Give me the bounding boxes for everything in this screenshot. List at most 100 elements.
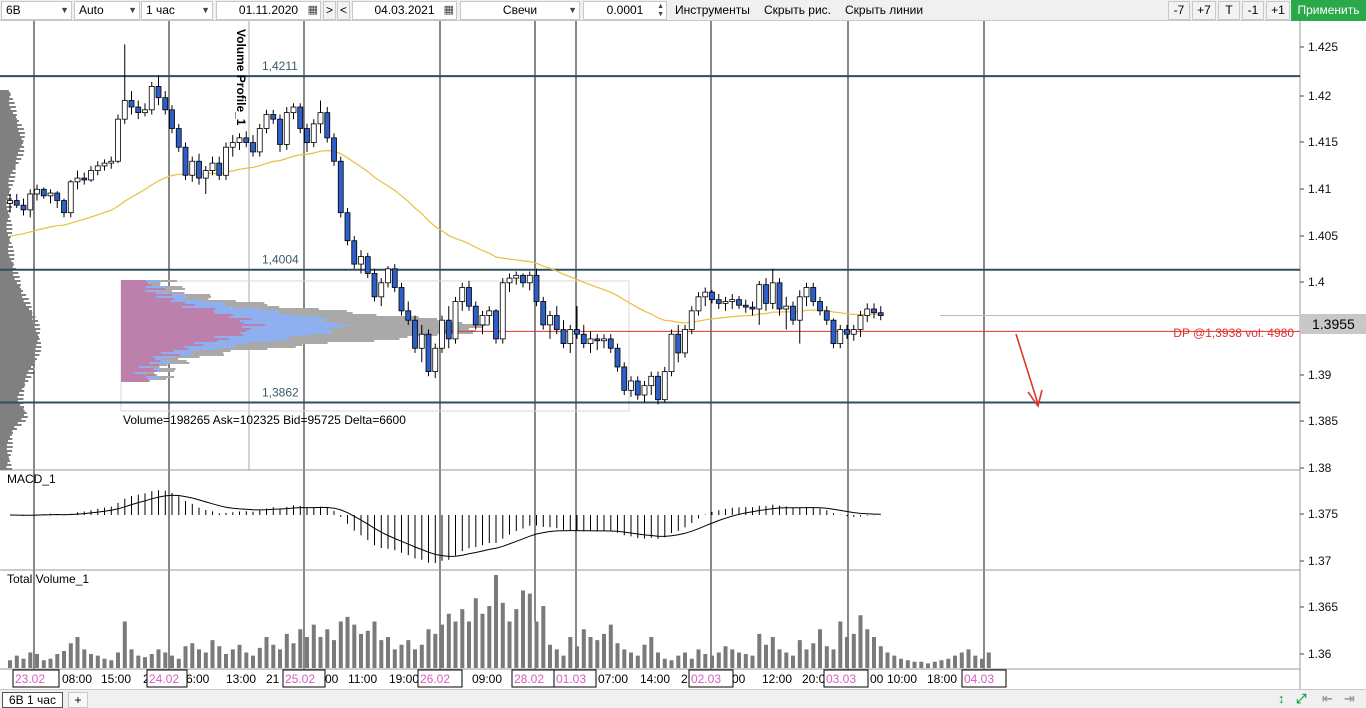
time-axis: 08:00 15:00 2 6:00 13:00 21 00 11:00 19:00 09:00 0…	[12, 669, 1007, 688]
candle-body	[74, 177, 81, 183]
candle-body	[547, 315, 553, 326]
volume-profile-label: Volume Profile_1	[234, 29, 248, 126]
expand-icon[interactable]: ⤢	[1296, 691, 1307, 706]
time-label: 07:00	[598, 672, 628, 686]
apply-button[interactable]: Применить	[1291, 0, 1366, 21]
axis-tick-label: 1.375	[1308, 507, 1338, 521]
date-label: 23.02	[15, 672, 45, 686]
chevron-down-icon: ▼	[128, 5, 137, 15]
candle-body	[40, 188, 47, 197]
candle-body	[830, 319, 837, 344]
candle-body	[567, 329, 574, 344]
hide-drawings-button[interactable]: Скрыть рис.	[764, 3, 832, 17]
candle-body	[175, 128, 182, 148]
candle-body	[749, 306, 756, 310]
profile-summary: Volume=198265 Ask=102325 Bid=95725 Delta…	[123, 413, 406, 427]
last-price-badge	[1300, 314, 1366, 334]
candle-body	[236, 137, 243, 143]
minus7-button[interactable]: -7	[1168, 1, 1190, 20]
candle-body	[405, 310, 412, 321]
candle-body	[364, 256, 371, 274]
plus7-button[interactable]: +7	[1192, 1, 1216, 20]
candle-body	[108, 160, 115, 164]
date-to-field[interactable]: 04.03.2021 ▦	[352, 1, 457, 20]
candle-body	[196, 160, 202, 179]
toolbar: 6B ▼ Auto ▼ 1 час ▼ 01.11.2020 ▦ > < 04.03.2…	[0, 0, 1366, 21]
time-label: 13:00	[226, 672, 256, 686]
time-label: 19:00	[389, 672, 419, 686]
chevron-down-icon: ▼	[60, 5, 69, 15]
date-label-box	[146, 669, 188, 688]
level-label-2: 1,4004	[262, 253, 299, 267]
hide-lines-button[interactable]: Скрыть линии	[845, 3, 924, 17]
candle-body	[54, 192, 61, 201]
add-tab-button[interactable]: +	[68, 692, 88, 708]
scroll-left-icon[interactable]: ⇤	[1322, 691, 1333, 706]
candle-body	[81, 177, 88, 181]
candle-body	[803, 287, 810, 298]
chart-type-select[interactable]: Свечи ▼	[460, 1, 580, 20]
macd-label: MACD_1	[7, 472, 56, 486]
macd-panel	[9, 490, 882, 564]
symbol-value: 6B	[6, 3, 21, 17]
candle-body	[850, 329, 857, 335]
candle-body	[432, 347, 439, 373]
time-label: 10:00	[887, 672, 917, 686]
candle-body	[256, 128, 263, 153]
tick-stepper[interactable]: 0.0001 ▲ ▼	[583, 1, 667, 20]
date-label-box	[417, 669, 463, 688]
time-label: 21	[266, 672, 280, 686]
candle-body	[520, 274, 526, 284]
total-volume-label: Total Volume_1	[7, 572, 89, 586]
date-from-value: 01.11.2020	[238, 3, 299, 17]
price-chart[interactable]: 1.4251.421.4151.411.4051.41.3951.391.385…	[0, 21, 1366, 689]
date-label: 25.02	[285, 672, 315, 686]
candle-body	[148, 86, 155, 111]
candle-body	[337, 160, 344, 214]
candle-body	[709, 291, 715, 301]
minus1-button[interactable]: -1	[1242, 1, 1264, 20]
candle-body	[115, 118, 121, 162]
date-label-box	[961, 669, 1007, 688]
date-label-box	[282, 669, 326, 688]
candle-body	[479, 315, 486, 326]
candle-body	[351, 240, 358, 265]
candle-body	[682, 329, 688, 354]
candle-body	[648, 375, 655, 387]
vertical-resize-icon[interactable]: ↕	[1278, 691, 1285, 706]
candles	[7, 44, 884, 405]
candle-body	[466, 287, 472, 307]
date-from-field[interactable]: 01.11.2020 ▦	[216, 1, 321, 20]
candle-body	[540, 301, 547, 326]
candle-body	[668, 333, 675, 373]
time-label: 11:00	[348, 672, 377, 686]
scale-select[interactable]: Auto ▼	[74, 1, 140, 20]
candle-body	[317, 112, 324, 125]
scroll-right-icon[interactable]: ⇥	[1344, 691, 1355, 706]
timeframe-select[interactable]: 1 час ▼	[141, 1, 213, 20]
plus1-button[interactable]: +1	[1266, 1, 1290, 20]
instruments-button[interactable]: Инструменты	[675, 3, 750, 17]
candle-body	[769, 282, 776, 304]
candle-body	[628, 380, 634, 391]
date-label: 04.03	[964, 672, 994, 686]
ema-line	[9, 149, 881, 324]
moving-average	[9, 149, 881, 324]
candle-body	[675, 333, 682, 354]
nav-forward-button[interactable]: >	[323, 1, 336, 20]
candle-body	[142, 109, 148, 114]
candle-body	[27, 193, 34, 211]
t-button[interactable]: T	[1218, 1, 1240, 20]
candle-body	[250, 142, 256, 153]
date-label-box	[12, 669, 60, 688]
axis-tick-label: 1.405	[1308, 229, 1338, 243]
time-label: 00	[732, 672, 746, 686]
time-label: 12:00	[762, 672, 792, 686]
tab-6b-1h[interactable]: 6B 1 час	[2, 692, 63, 708]
candle-body	[283, 112, 290, 145]
nav-back-button[interactable]: <	[337, 1, 350, 20]
time-label: 00	[325, 672, 339, 686]
candle-body	[412, 319, 418, 349]
profile-ask-bars	[121, 280, 266, 382]
symbol-select[interactable]: 6B ▼	[1, 1, 72, 20]
